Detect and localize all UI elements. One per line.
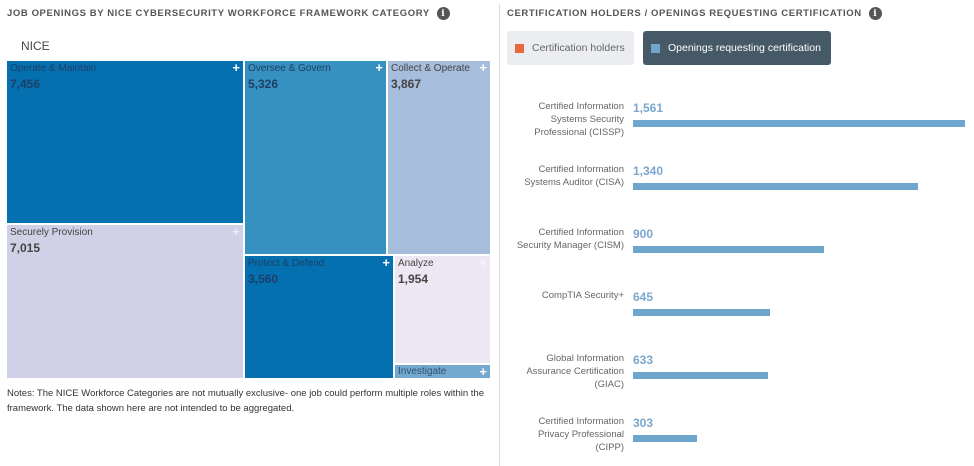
bar-openings-requesting[interactable]: [633, 120, 965, 127]
expand-plus-icon[interactable]: +: [382, 256, 390, 270]
treemap-tile-label: Investigate: [398, 366, 447, 377]
bar-value-label: 303: [633, 416, 654, 430]
treemap-tile-label: Protect & Defend: [248, 258, 325, 269]
bar-chart-title: CERTIFICATION HOLDERS / OPENINGS REQUEST…: [507, 7, 882, 20]
legend-label: Certification holders: [532, 42, 625, 54]
treemap-tile-label: Collect & Operate: [391, 63, 470, 74]
treemap-tile-value: 7,456: [10, 77, 41, 91]
bar-value-label: 1,340: [633, 164, 664, 178]
bar-openings-requesting[interactable]: [633, 372, 768, 379]
bar-openings-requesting[interactable]: [633, 246, 824, 253]
bar-openings-requesting[interactable]: [633, 309, 770, 316]
expand-plus-icon[interactable]: +: [479, 256, 487, 270]
bar-chart-title-text: CERTIFICATION HOLDERS / OPENINGS REQUEST…: [507, 8, 862, 19]
panel-divider: [499, 4, 500, 466]
treemap-tile-label: Securely Provision: [10, 227, 93, 238]
bar-value-label: 645: [633, 290, 654, 304]
treemap-tile-label: Operate & Maintain: [10, 63, 97, 74]
expand-plus-icon[interactable]: +: [232, 225, 240, 239]
bar-value-label: 1,561: [633, 101, 664, 115]
treemap-tile-value: 5,326: [248, 77, 279, 91]
legend-swatch-orange: [515, 43, 524, 53]
treemap-root-label[interactable]: NICE: [21, 39, 50, 53]
treemap-tile-analyze[interactable]: Analyze 1,954 +: [395, 256, 490, 363]
bar-category-label: Global Information Assurance Certificatio…: [526, 353, 624, 390]
bar-openings-requesting[interactable]: [633, 435, 697, 442]
treemap-tile-value: 7,015: [10, 241, 41, 255]
treemap-tile-label: Analyze: [398, 258, 434, 269]
treemap-tile-value: 3,867: [391, 77, 422, 91]
bar-category-label: Certified Information Security Manager (C…: [516, 227, 624, 251]
info-icon[interactable]: i: [436, 7, 450, 20]
treemap-tile-oversee-govern[interactable]: Oversee & Govern 5,326 +: [245, 61, 386, 254]
treemap-tile-securely-provision[interactable]: Securely Provision 7,015 +: [7, 225, 243, 378]
notes-text: Notes: The NICE Workforce Categories are…: [7, 388, 484, 414]
treemap-title-text: JOB OPENINGS BY NICE CYBERSECURITY WORKF…: [7, 8, 430, 19]
treemap-tile-operate-maintain[interactable]: Operate & Maintain 7,456 +: [7, 61, 243, 223]
bar-category-label: CompTIA Security+: [541, 290, 624, 301]
treemap-title: JOB OPENINGS BY NICE CYBERSECURITY WORKF…: [7, 7, 450, 20]
bar-value-label: 633: [633, 353, 654, 367]
treemap-tile-value: 3,560: [248, 272, 279, 286]
treemap-tile-investigate[interactable]: Investigate +: [395, 365, 490, 378]
treemap-tile-collect-operate[interactable]: Collect & Operate 3,867 +: [388, 61, 490, 254]
legend-swatch-blue: [651, 43, 660, 53]
legend-button-openings-requesting[interactable]: Openings requesting certification: [643, 31, 831, 65]
bar-value-label: 900: [633, 227, 654, 241]
bar-category-label: Certified Information Privacy Professiona…: [537, 416, 624, 453]
treemap-tile-value: 1,954: [398, 272, 429, 286]
expand-plus-icon[interactable]: +: [375, 61, 383, 75]
treemap-tile-label: Oversee & Govern: [248, 63, 331, 74]
legend-button-certification-holders[interactable]: Certification holders: [507, 31, 634, 65]
bar-category-label: Certified Information Systems Security Pro…: [534, 101, 624, 138]
info-icon[interactable]: i: [868, 7, 882, 20]
expand-plus-icon[interactable]: +: [479, 61, 487, 75]
legend-label: Openings requesting certification: [668, 42, 821, 54]
bar-openings-requesting[interactable]: [633, 183, 918, 190]
bar-category-label: Certified Information Systems Auditor (CI…: [524, 164, 624, 188]
expand-plus-icon[interactable]: +: [479, 365, 487, 378]
expand-plus-icon[interactable]: +: [232, 61, 240, 75]
treemap-tile-protect-defend[interactable]: Protect & Defend 3,560 +: [245, 256, 393, 378]
